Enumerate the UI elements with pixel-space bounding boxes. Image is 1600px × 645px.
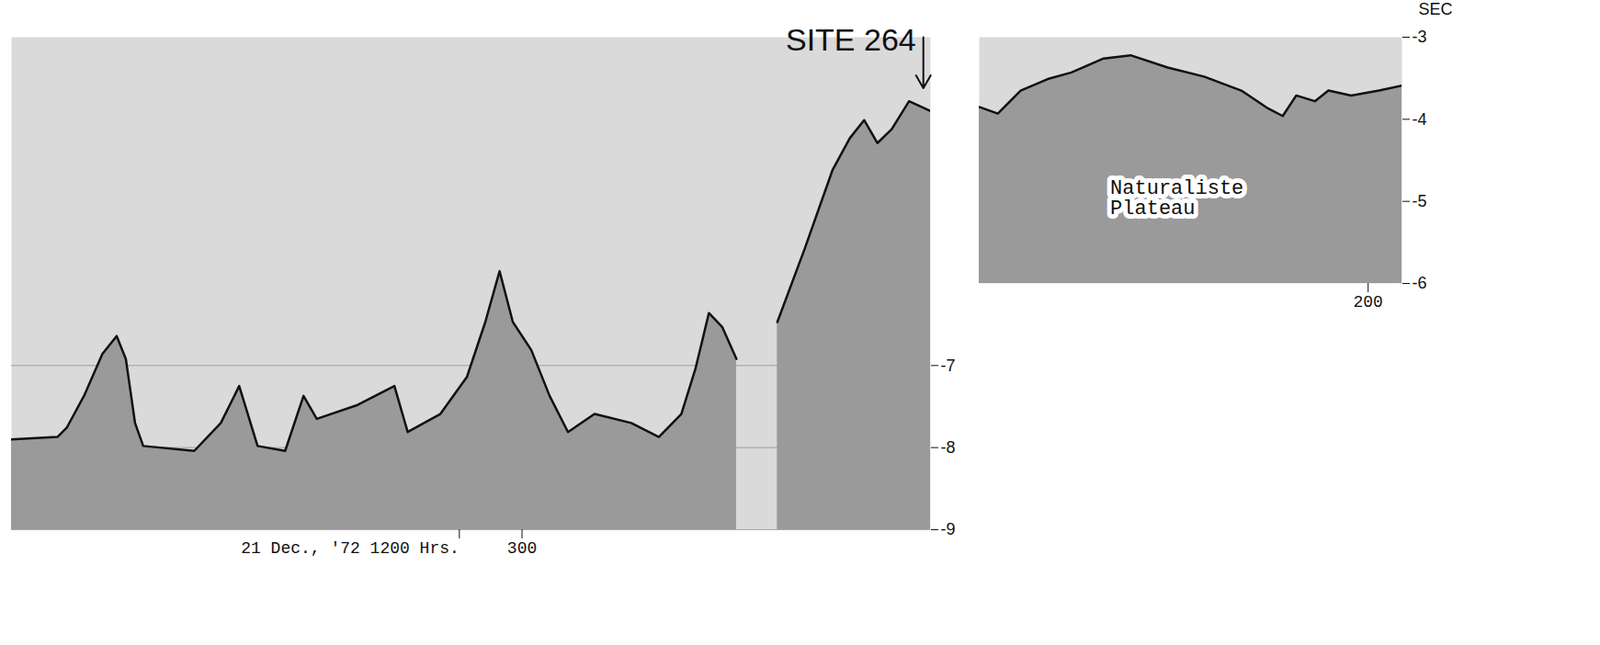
svg-text:-6: -6: [1412, 273, 1428, 293]
svg-text:200: 200: [1352, 293, 1383, 312]
svg-text:SITE 264: SITE 264: [785, 22, 917, 57]
svg-text:-3: -3: [1412, 27, 1428, 46]
svg-text:-7: -7: [941, 356, 956, 375]
svg-text:-9: -9: [941, 520, 956, 539]
svg-text:-5: -5: [1412, 192, 1428, 211]
svg-text:300: 300: [507, 539, 537, 558]
svg-text:NaturalistePlateau: NaturalistePlateau: [1110, 177, 1244, 221]
svg-text:-8: -8: [941, 438, 956, 457]
svg-text:-4: -4: [1412, 110, 1428, 129]
svg-text:SEC: SEC: [1418, 0, 1453, 19]
svg-text:21 Dec., '72 1200 Hrs.: 21 Dec., '72 1200 Hrs.: [240, 539, 460, 558]
